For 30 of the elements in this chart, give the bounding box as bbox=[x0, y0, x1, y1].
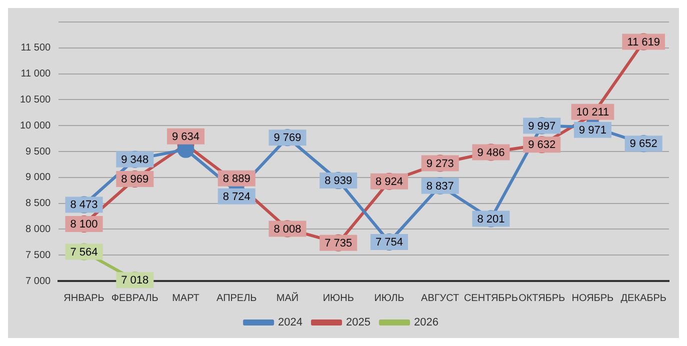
legend-label: 2026 bbox=[414, 316, 438, 329]
y-tick-label: 8 500 bbox=[26, 198, 52, 210]
legend-label: 2025 bbox=[346, 316, 370, 329]
x-tick-label: АВГУСТ bbox=[421, 292, 460, 304]
y-tick-label: 9 000 bbox=[26, 172, 52, 184]
data-label: 8 724 bbox=[222, 190, 250, 203]
data-label: 9 971 bbox=[578, 124, 606, 136]
y-tick-label: 9 500 bbox=[26, 146, 52, 158]
x-tick-label: ОКТЯБРЬ bbox=[518, 292, 566, 304]
x-tick-label: ИЮЛЬ bbox=[374, 292, 405, 304]
x-tick-label: МАРТ bbox=[172, 292, 200, 304]
y-tick-label: 10 500 bbox=[20, 94, 52, 106]
y-tick-label: 7 000 bbox=[26, 276, 52, 287]
y-tick-label: 11 000 bbox=[20, 68, 52, 80]
data-label: 9 634 bbox=[172, 130, 200, 143]
x-tick-label: СЕНТЯБРЬ bbox=[464, 292, 518, 304]
x-tick-label: МАЙ bbox=[276, 290, 299, 304]
x-tick-label: ЯНВАРЬ bbox=[64, 292, 105, 304]
x-tick-label: НОЯБРЬ bbox=[572, 292, 614, 304]
y-tick-label: 8 000 bbox=[26, 224, 52, 235]
y-tick-label: 11 500 bbox=[20, 42, 52, 54]
data-label: 10 211 bbox=[576, 106, 610, 118]
legend-label: 2024 bbox=[278, 316, 303, 329]
x-tick-label: ДЕКАБРЬ bbox=[620, 292, 667, 304]
x-tick-label: ФЕВРАЛЬ bbox=[111, 292, 159, 304]
y-tick-label: 10 000 bbox=[20, 120, 52, 132]
x-tick-label: АПРЕЛЬ bbox=[216, 292, 258, 304]
x-tick-label: ИЮНЬ bbox=[322, 292, 354, 304]
data-label: 8 889 bbox=[222, 172, 250, 185]
y-tick-label: 7 500 bbox=[26, 250, 52, 261]
